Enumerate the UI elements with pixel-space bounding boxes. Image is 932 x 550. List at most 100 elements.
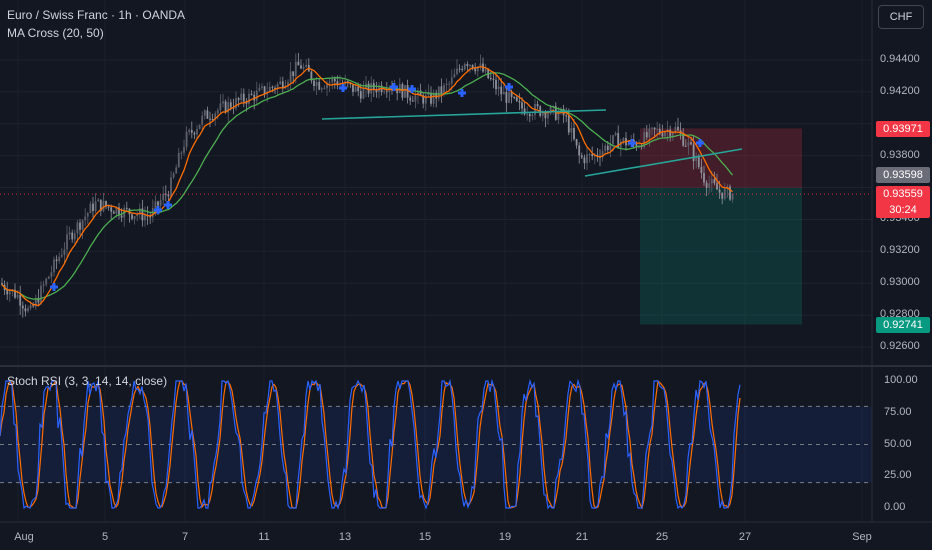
candle-body (92, 203, 94, 212)
candle-body (619, 141, 622, 148)
candle-body (99, 199, 102, 212)
candle-body (261, 86, 263, 88)
candle-body (648, 128, 651, 138)
candle-body (326, 83, 328, 89)
candle-body (508, 92, 510, 103)
stoch-tick-label: 50.00 (884, 437, 912, 450)
cross-marker (408, 85, 416, 93)
candle-body (8, 291, 11, 295)
candle-body (162, 193, 165, 201)
candle-body (604, 145, 607, 151)
candle-body (513, 97, 516, 99)
candle-body (47, 276, 50, 279)
candle-body (606, 145, 609, 151)
candle-body (263, 86, 266, 95)
candle-body (224, 101, 227, 113)
candle-body (149, 216, 152, 218)
last-price-label: 0.93559 (876, 186, 930, 202)
candle-body (567, 115, 570, 133)
candle-body (63, 249, 66, 255)
candle-body (27, 308, 29, 312)
candle-body (489, 78, 492, 80)
candle-body (201, 115, 204, 125)
candle-body (318, 81, 321, 90)
candle-body (682, 133, 685, 146)
candle-body (276, 83, 279, 89)
cross-marker (505, 83, 513, 91)
candle-body (89, 203, 92, 214)
candle-body (596, 154, 599, 157)
cross-marker (390, 83, 398, 91)
candle-body (94, 201, 97, 212)
candle-body (305, 64, 308, 67)
candle-body (573, 127, 575, 140)
candle-body (497, 86, 500, 90)
oscillator-legend[interactable]: Stoch RSI (3, 3, 14, 14, close) (7, 374, 168, 388)
candle-body (164, 193, 167, 195)
candle-body (138, 208, 141, 215)
candle-body (703, 172, 705, 183)
candle-body (565, 115, 568, 117)
stoch-tick-label: 0.00 (884, 501, 906, 513)
candle-body (349, 83, 352, 85)
candle-body (362, 88, 365, 99)
target-price-label: 0.92741 (876, 317, 930, 333)
candle-body (445, 83, 448, 85)
currency-button[interactable]: CHF (878, 5, 924, 29)
candle-body (214, 113, 217, 120)
candle-body (671, 132, 674, 137)
support-trendline (321, 109, 607, 120)
price-tick-label: 0.94400 (880, 53, 920, 65)
candle-body (313, 80, 315, 87)
candle-body (510, 92, 513, 98)
candle-body (422, 95, 425, 104)
cross-marker (339, 84, 347, 92)
candle-body (34, 297, 37, 307)
candle-body (417, 90, 419, 96)
candle-body (242, 93, 245, 102)
candle-body (523, 108, 526, 115)
candle-body (216, 110, 219, 114)
candle-body (515, 97, 518, 101)
stop-price-label: 0.93971 (876, 121, 930, 137)
candle-body (289, 71, 292, 83)
rising-trendline (584, 148, 743, 177)
candle-body (177, 152, 180, 168)
candle-body (463, 64, 466, 70)
candle-body (716, 183, 718, 190)
candle-body (73, 233, 76, 240)
symbol-title[interactable]: Euro / Swiss Franc · 1h · OANDA (7, 8, 186, 22)
candle-body (677, 126, 679, 131)
candle-body (320, 88, 323, 90)
candle-body (453, 74, 456, 78)
candle-body (653, 127, 656, 130)
indicator-legend[interactable]: MA Cross (20, 50) (7, 26, 104, 40)
candle-body (713, 179, 716, 184)
candle-body (209, 118, 211, 120)
candle-body (66, 234, 68, 250)
candle-body (102, 200, 105, 212)
candle-body (385, 91, 388, 93)
candle-body (274, 87, 276, 89)
cross-marker (164, 201, 172, 209)
candle-body (612, 135, 614, 144)
candle-body (375, 89, 378, 93)
candle-body (211, 118, 214, 120)
candle-body (300, 65, 302, 69)
candle-body (591, 154, 594, 157)
trendlines[interactable] (321, 109, 743, 177)
candle-body (112, 211, 115, 214)
candle-body (60, 254, 63, 257)
candle-body (352, 83, 354, 92)
candle-body (526, 114, 529, 116)
candle-body (474, 68, 477, 72)
candle-body (248, 93, 250, 104)
take-profit-zone[interactable] (640, 187, 802, 325)
price-tick-label: 0.93800 (880, 148, 920, 161)
candle-body (157, 201, 159, 206)
candle-body (448, 83, 451, 85)
ma-cross-markers (50, 83, 704, 291)
candle-body (115, 207, 118, 214)
candle-body (118, 207, 120, 216)
